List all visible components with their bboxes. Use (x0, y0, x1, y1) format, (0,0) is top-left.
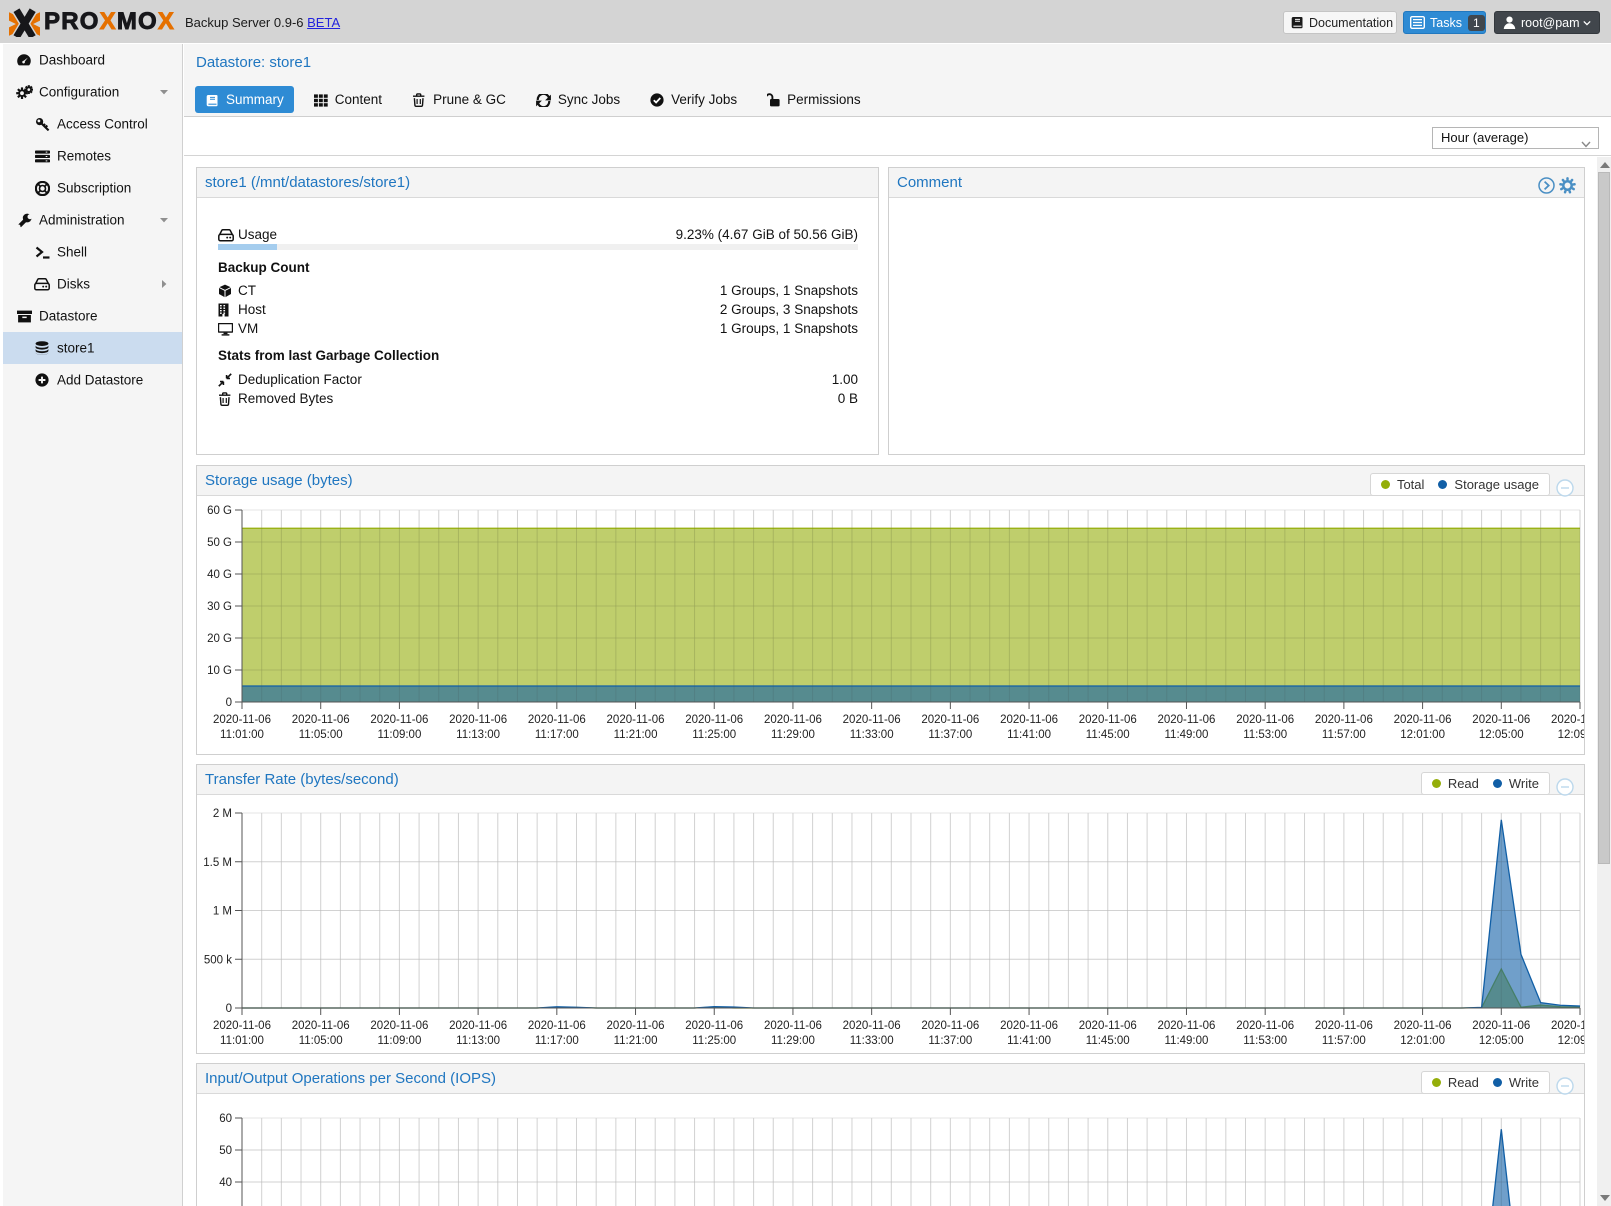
svg-text:11:01:00: 11:01:00 (220, 1035, 264, 1047)
svg-text:2020-11-06: 2020-11-06 (449, 714, 507, 726)
svg-text:11:01:00: 11:01:00 (220, 729, 264, 741)
svg-text:12:09:00: 12:09:00 (1558, 1035, 1584, 1047)
svg-text:11:49:00: 11:49:00 (1165, 1035, 1209, 1047)
svg-text:2020-11-06: 2020-11-06 (764, 1020, 822, 1032)
svg-text:2020-11-06: 2020-11-06 (528, 714, 586, 726)
svg-text:11:29:00: 11:29:00 (771, 729, 815, 741)
svg-text:2020-11-06: 2020-11-06 (1000, 1020, 1058, 1032)
svg-text:11:13:00: 11:13:00 (456, 1035, 500, 1047)
svg-text:11:17:00: 11:17:00 (535, 1035, 579, 1047)
svg-text:2020-11-06: 2020-11-06 (1472, 714, 1530, 726)
svg-text:2020-11-06: 2020-11-06 (1157, 714, 1215, 726)
svg-text:12:01:00: 12:01:00 (1400, 1035, 1445, 1047)
svg-text:2 M: 2 M (213, 808, 232, 820)
svg-text:2020-11-06: 2020-11-06 (843, 714, 901, 726)
svg-text:60: 60 (219, 1113, 232, 1125)
svg-text:10 G: 10 G (207, 665, 232, 677)
svg-text:2020-11-06: 2020-11-06 (1315, 714, 1373, 726)
svg-text:2020-11-06: 2020-11-06 (1236, 1020, 1294, 1032)
svg-text:11:25:00: 11:25:00 (692, 1035, 736, 1047)
svg-text:2020-11-06: 2020-11-06 (1551, 714, 1584, 726)
svg-text:11:45:00: 11:45:00 (1086, 729, 1130, 741)
svg-text:1.5 M: 1.5 M (203, 857, 232, 869)
svg-text:11:33:00: 11:33:00 (850, 729, 894, 741)
svg-text:11:21:00: 11:21:00 (614, 729, 658, 741)
svg-text:2020-11-06: 2020-11-06 (764, 714, 822, 726)
svg-text:2020-11-06: 2020-11-06 (1079, 1020, 1137, 1032)
svg-text:2020-11-06: 2020-11-06 (292, 714, 350, 726)
svg-text:2020-11-06: 2020-11-06 (1394, 714, 1452, 726)
svg-text:2020-11-06: 2020-11-06 (1315, 1020, 1373, 1032)
svg-text:2020-11-06: 2020-11-06 (921, 714, 979, 726)
svg-text:11:37:00: 11:37:00 (928, 1035, 972, 1047)
svg-text:30 G: 30 G (207, 601, 232, 613)
svg-text:11:49:00: 11:49:00 (1165, 729, 1209, 741)
svg-text:2020-11-06: 2020-11-06 (1079, 714, 1137, 726)
svg-text:20 G: 20 G (207, 633, 232, 645)
svg-text:11:09:00: 11:09:00 (377, 1035, 421, 1047)
svg-text:11:53:00: 11:53:00 (1243, 729, 1287, 741)
svg-text:11:53:00: 11:53:00 (1243, 1035, 1287, 1047)
svg-text:11:41:00: 11:41:00 (1007, 1035, 1051, 1047)
svg-text:40 G: 40 G (207, 569, 232, 581)
svg-text:2020-11-06: 2020-11-06 (607, 1020, 665, 1032)
svg-text:2020-11-06: 2020-11-06 (1000, 714, 1058, 726)
svg-text:12:01:00: 12:01:00 (1400, 729, 1445, 741)
svg-text:2020-11-06: 2020-11-06 (370, 1020, 428, 1032)
svg-text:2020-11-06: 2020-11-06 (685, 714, 743, 726)
svg-text:40: 40 (219, 1177, 232, 1189)
svg-text:12:09:00: 12:09:00 (1558, 729, 1584, 741)
svg-text:2020-11-06: 2020-11-06 (370, 714, 428, 726)
svg-text:2020-11-06: 2020-11-06 (1394, 1020, 1452, 1032)
svg-text:2020-11-06: 2020-11-06 (685, 1020, 743, 1032)
svg-text:11:33:00: 11:33:00 (850, 1035, 894, 1047)
svg-text:50: 50 (219, 1145, 232, 1157)
svg-text:11:05:00: 11:05:00 (299, 1035, 343, 1047)
svg-text:12:05:00: 12:05:00 (1479, 1035, 1524, 1047)
svg-text:11:45:00: 11:45:00 (1086, 1035, 1130, 1047)
svg-text:60 G: 60 G (207, 505, 232, 517)
svg-text:11:05:00: 11:05:00 (299, 729, 343, 741)
svg-text:2020-11-06: 2020-11-06 (449, 1020, 507, 1032)
svg-text:0: 0 (226, 1003, 232, 1015)
svg-text:11:29:00: 11:29:00 (771, 1035, 815, 1047)
svg-text:2020-11-06: 2020-11-06 (607, 714, 665, 726)
svg-text:2020-11-06: 2020-11-06 (213, 714, 271, 726)
svg-text:0: 0 (226, 697, 232, 709)
svg-text:11:17:00: 11:17:00 (535, 729, 579, 741)
svg-text:2020-11-06: 2020-11-06 (292, 1020, 350, 1032)
svg-text:2020-11-06: 2020-11-06 (1551, 1020, 1584, 1032)
svg-text:2020-11-06: 2020-11-06 (1157, 1020, 1215, 1032)
svg-text:11:25:00: 11:25:00 (692, 729, 736, 741)
svg-text:2020-11-06: 2020-11-06 (843, 1020, 901, 1032)
svg-text:11:21:00: 11:21:00 (614, 1035, 658, 1047)
svg-text:11:13:00: 11:13:00 (456, 729, 500, 741)
svg-text:1 M: 1 M (213, 906, 232, 918)
svg-text:12:05:00: 12:05:00 (1479, 729, 1524, 741)
svg-text:2020-11-06: 2020-11-06 (921, 1020, 979, 1032)
svg-text:11:09:00: 11:09:00 (377, 729, 421, 741)
svg-text:11:57:00: 11:57:00 (1322, 729, 1366, 741)
svg-text:2020-11-06: 2020-11-06 (528, 1020, 586, 1032)
svg-text:2020-11-06: 2020-11-06 (1472, 1020, 1530, 1032)
svg-text:2020-11-06: 2020-11-06 (213, 1020, 271, 1032)
svg-text:11:57:00: 11:57:00 (1322, 1035, 1366, 1047)
svg-text:500 k: 500 k (204, 954, 232, 966)
svg-text:2020-11-06: 2020-11-06 (1236, 714, 1294, 726)
svg-text:50 G: 50 G (207, 537, 232, 549)
svg-text:11:41:00: 11:41:00 (1007, 729, 1051, 741)
svg-text:11:37:00: 11:37:00 (928, 729, 972, 741)
